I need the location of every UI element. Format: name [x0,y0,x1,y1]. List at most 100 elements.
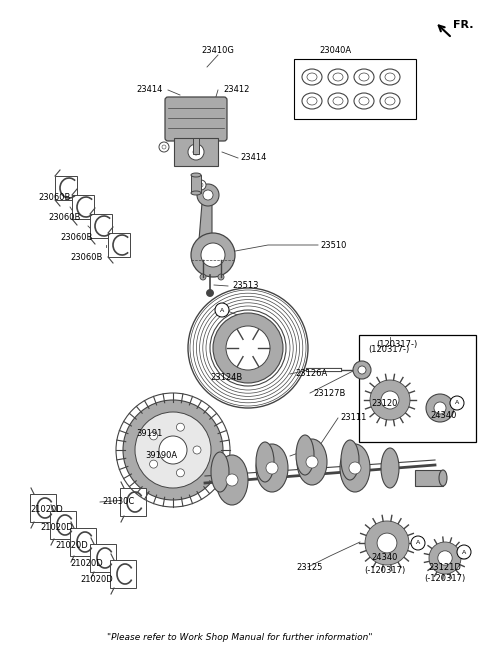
Ellipse shape [381,448,399,488]
Ellipse shape [439,470,447,486]
Circle shape [177,469,184,477]
Ellipse shape [191,173,201,177]
Text: 21030C: 21030C [102,498,134,506]
Circle shape [199,183,203,187]
FancyBboxPatch shape [165,97,227,141]
Bar [90,214,112,238]
Circle shape [200,274,206,280]
Circle shape [201,243,225,267]
Text: 23111: 23111 [340,413,366,422]
Text: A: A [220,307,224,313]
Circle shape [457,545,471,559]
Text: 21020D: 21020D [55,542,88,551]
Text: 23060B: 23060B [70,254,102,262]
Bar [415,470,443,486]
Polygon shape [199,203,212,240]
Circle shape [411,536,425,550]
Text: (-120317): (-120317) [424,574,466,583]
Circle shape [218,274,224,280]
Text: 39191: 39191 [136,428,162,438]
Text: 39190A: 39190A [145,451,177,460]
Circle shape [135,412,211,488]
Circle shape [162,145,166,149]
Circle shape [159,142,169,152]
Text: 24340: 24340 [372,553,398,562]
Circle shape [450,396,464,410]
Text: 24340: 24340 [431,411,457,419]
Circle shape [150,432,157,440]
Circle shape [196,180,206,190]
Text: 23120: 23120 [372,398,398,407]
FancyBboxPatch shape [359,335,476,442]
Text: (120317-): (120317-) [368,345,409,354]
Bar [108,233,130,257]
Text: (120317-): (120317-) [376,341,417,349]
Text: "Please refer to Work Shop Manual for further information": "Please refer to Work Shop Manual for fu… [107,634,373,642]
Circle shape [381,391,399,409]
Ellipse shape [191,191,201,195]
Text: 23127B: 23127B [313,388,346,398]
Circle shape [349,462,361,474]
Text: 23040A: 23040A [319,46,351,55]
Bar [70,528,96,556]
Ellipse shape [211,452,229,492]
Text: 23510: 23510 [320,241,347,249]
Circle shape [426,394,454,422]
Circle shape [150,460,157,468]
Text: A: A [416,540,420,545]
Ellipse shape [216,455,248,505]
Circle shape [226,326,270,370]
Circle shape [206,290,214,296]
Bar [55,176,77,200]
Bar [191,175,201,193]
Circle shape [434,402,446,414]
Bar [193,138,199,154]
FancyBboxPatch shape [294,59,416,119]
Circle shape [429,542,461,574]
Circle shape [188,144,204,160]
Circle shape [306,456,318,468]
Text: 21020D: 21020D [30,506,63,515]
Circle shape [226,474,238,486]
Ellipse shape [340,444,370,492]
Text: 23060B: 23060B [48,213,80,222]
Ellipse shape [256,444,288,492]
Ellipse shape [296,435,314,475]
Bar [120,488,146,516]
Circle shape [377,533,397,553]
Circle shape [191,233,235,277]
Text: 23125: 23125 [297,562,323,572]
Text: 23121D: 23121D [429,562,461,572]
Bar [30,494,56,522]
Circle shape [365,521,409,565]
Circle shape [177,423,184,431]
Text: 23060B: 23060B [60,233,92,243]
Text: 23414: 23414 [240,154,266,162]
Text: 23126A: 23126A [295,370,327,379]
Text: 23414: 23414 [137,86,163,94]
Ellipse shape [256,442,274,482]
Text: (-120317): (-120317) [364,566,406,574]
Text: 21020D: 21020D [40,523,73,532]
Circle shape [213,313,283,383]
Circle shape [193,446,201,454]
Ellipse shape [341,440,359,480]
Text: 21020D: 21020D [70,559,103,568]
Text: 23410G: 23410G [202,46,234,55]
Circle shape [353,361,371,379]
Bar [50,511,76,539]
Circle shape [159,436,187,464]
Text: 23513: 23513 [232,281,259,290]
Circle shape [197,184,219,206]
Bar [72,195,94,219]
Circle shape [358,366,366,374]
Text: 23412: 23412 [223,86,250,94]
Text: 23124B: 23124B [211,373,243,383]
Bar [174,138,218,166]
Circle shape [438,551,452,565]
Circle shape [266,462,278,474]
Bar [90,544,116,572]
Text: FR.: FR. [453,20,473,30]
Circle shape [193,149,199,155]
Circle shape [370,380,410,420]
